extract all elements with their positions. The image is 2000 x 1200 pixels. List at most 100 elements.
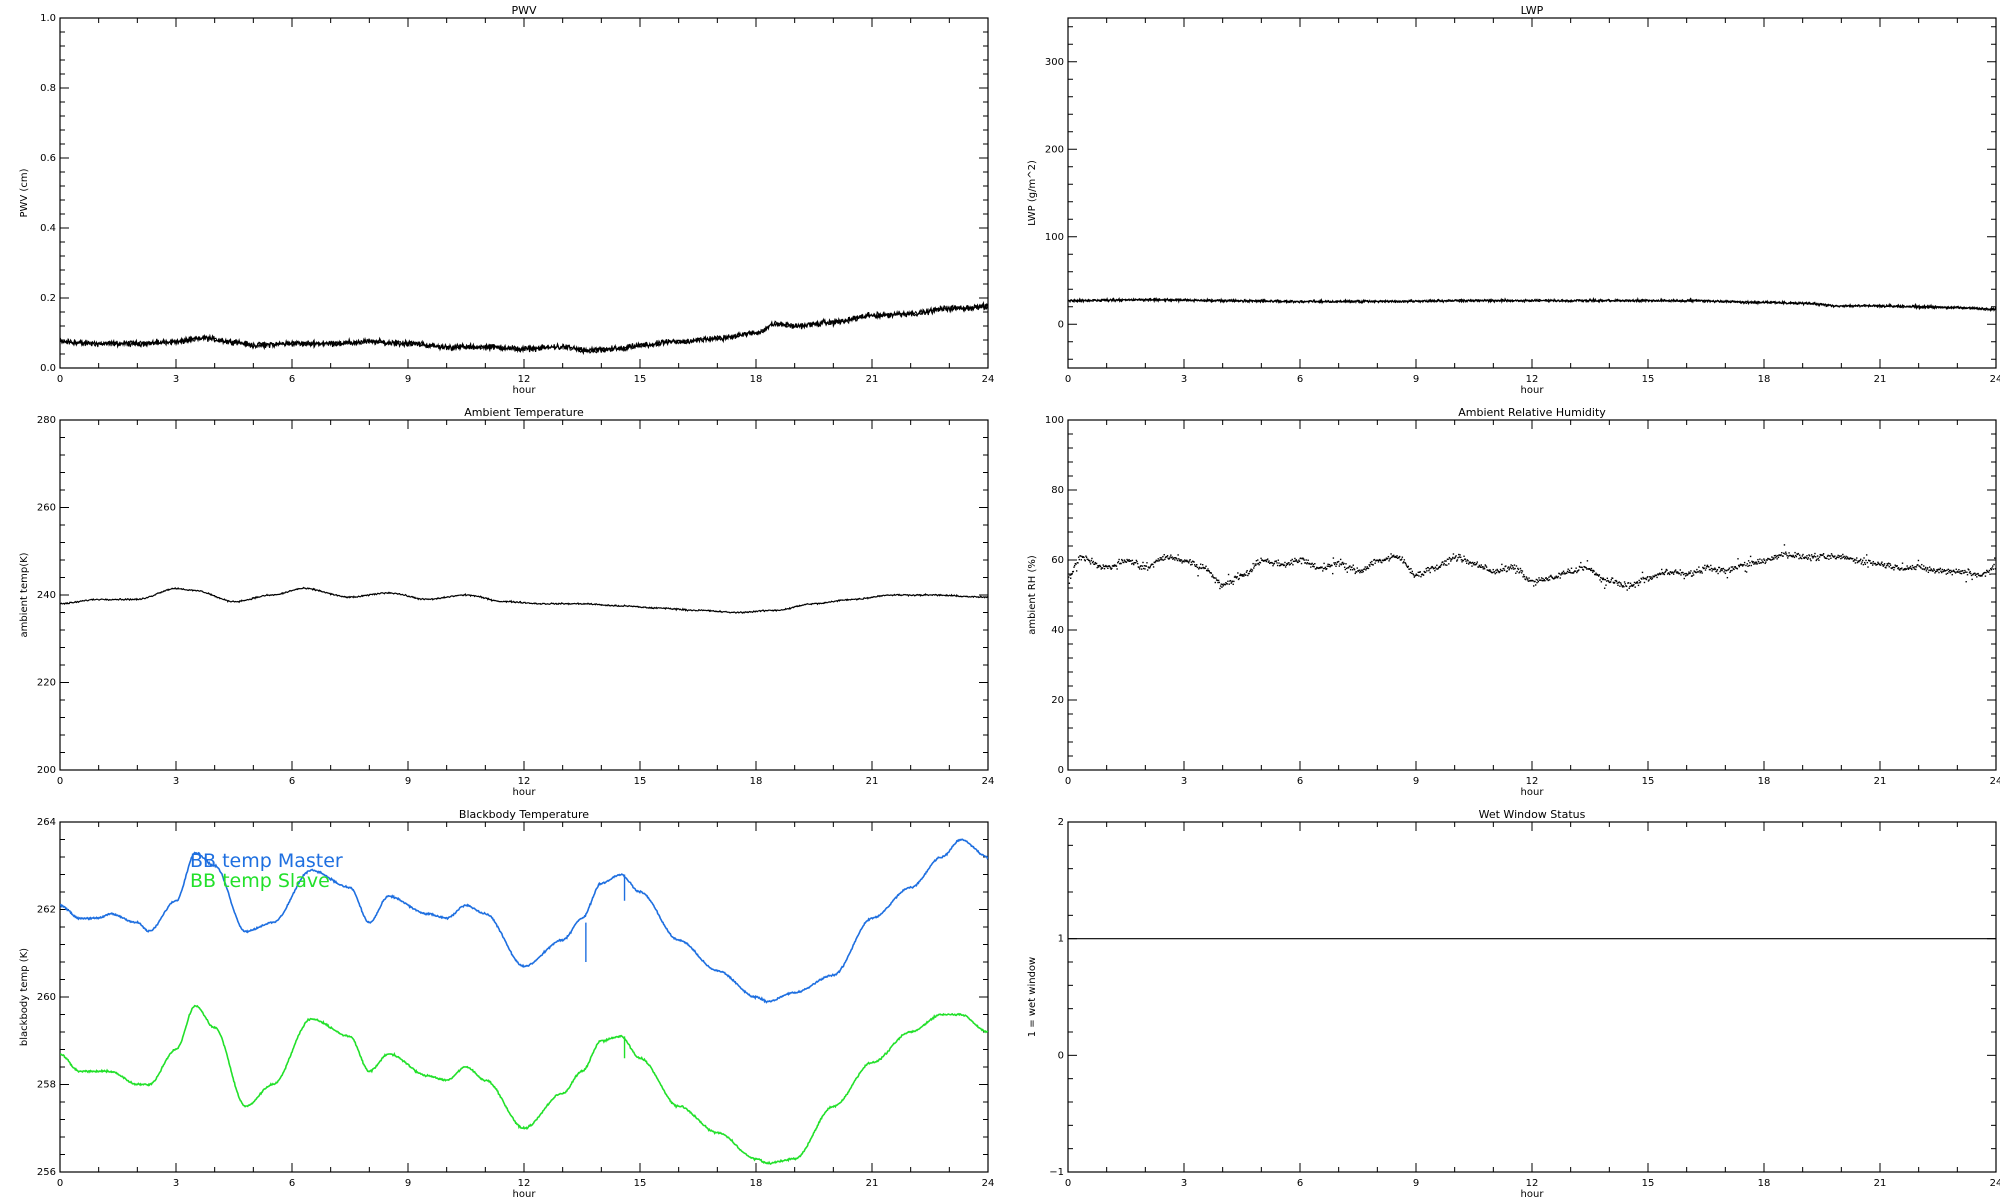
data-point — [1398, 557, 1400, 559]
data-point — [1881, 563, 1884, 566]
data-point — [1920, 567, 1922, 569]
chart-panel-3: 0 3 6 9 12 15 18 21 24 200 220 240 260 280 Ambient Tem… — [19, 406, 994, 798]
data-point — [1131, 559, 1134, 562]
x-tick-label: 15 — [1642, 1178, 1655, 1189]
data-point — [1090, 559, 1092, 562]
data-point — [1855, 559, 1857, 561]
data-point — [1938, 571, 1940, 574]
data-point — [1513, 564, 1516, 566]
data-point — [1475, 563, 1477, 566]
data-point — [1196, 564, 1198, 566]
data-point — [1536, 581, 1538, 584]
data-point — [1958, 569, 1960, 571]
data-point — [1208, 570, 1211, 572]
data-point — [1363, 568, 1366, 570]
data-point — [1139, 565, 1142, 568]
data-point — [1913, 568, 1916, 570]
data-point — [1854, 558, 1856, 561]
data-point — [1771, 558, 1774, 561]
data-point — [1859, 559, 1861, 562]
data-point — [1970, 574, 1973, 577]
data-point — [1887, 562, 1890, 564]
data-point — [1184, 559, 1186, 561]
data-point — [1989, 573, 1991, 575]
data-point — [1976, 576, 1978, 578]
data-point — [1661, 571, 1664, 574]
x-tick-label: 24 — [1990, 1178, 2000, 1189]
data-point — [1093, 563, 1096, 566]
data-point — [1686, 574, 1689, 576]
data-point — [1728, 568, 1730, 571]
data-point — [1152, 563, 1154, 566]
data-point — [1381, 561, 1383, 564]
y-tick-label: 0.4 — [40, 223, 56, 234]
data-point — [1466, 559, 1469, 561]
data-point — [1578, 569, 1580, 571]
data-point — [1069, 574, 1071, 576]
data-point — [1452, 556, 1454, 559]
data-point — [1655, 574, 1658, 576]
data-point — [1960, 572, 1963, 575]
data-point — [1166, 556, 1168, 558]
data-point — [1347, 567, 1350, 569]
data-point — [1102, 564, 1104, 566]
data-point — [1521, 572, 1523, 574]
data-point — [1191, 563, 1193, 566]
data-point — [1378, 559, 1380, 562]
data-point — [1936, 568, 1938, 571]
data-point — [1083, 559, 1086, 561]
data-point — [1081, 555, 1083, 558]
x-axis-label: hour — [513, 787, 537, 798]
data-point — [1915, 568, 1917, 571]
data-point — [1649, 576, 1651, 578]
data-point — [1590, 567, 1593, 570]
data-point — [1682, 571, 1684, 574]
data-point — [1210, 572, 1213, 574]
data-point — [1639, 581, 1642, 583]
data-point — [1737, 564, 1740, 567]
data-point — [1128, 558, 1130, 561]
data-point — [1228, 583, 1230, 585]
data-point — [1757, 560, 1760, 563]
data-point — [1307, 559, 1309, 561]
y-tick-label: 1 — [1058, 934, 1064, 945]
data-point — [1633, 581, 1636, 584]
data-point — [1846, 556, 1849, 558]
data-point — [1534, 580, 1536, 583]
data-point — [1744, 570, 1746, 572]
y-axis-label: LWP (g/m^2) — [1027, 160, 1038, 226]
data-point — [1354, 572, 1356, 575]
data-point — [1377, 561, 1380, 563]
data-point — [1558, 573, 1561, 575]
data-point — [1692, 574, 1695, 576]
data-point — [1144, 568, 1146, 570]
data-point — [1096, 566, 1098, 569]
data-point — [1476, 561, 1479, 563]
data-point — [1372, 564, 1374, 566]
data-point — [1473, 564, 1475, 566]
data-point — [1803, 557, 1806, 560]
data-point — [1444, 564, 1447, 566]
data-point — [1147, 566, 1149, 568]
data-point — [1436, 564, 1438, 567]
data-point — [1121, 558, 1123, 561]
data-point — [1305, 559, 1307, 561]
x-tick-label: 15 — [1642, 374, 1655, 385]
data-layer — [60, 838, 988, 1165]
data-point — [1365, 567, 1368, 570]
data-point — [1248, 572, 1250, 575]
data-point — [1349, 568, 1352, 571]
data-point — [1756, 563, 1758, 565]
data-point — [1641, 578, 1643, 580]
data-point — [1866, 561, 1869, 564]
data-point — [1227, 573, 1230, 576]
y-tick-label: 262 — [37, 905, 56, 916]
data-point — [1675, 571, 1678, 573]
data-point — [1903, 568, 1905, 571]
plot-frame — [1067, 419, 1997, 771]
data-point — [1598, 575, 1600, 577]
data-point — [1576, 571, 1578, 574]
data-point — [1566, 570, 1569, 573]
data-point — [1535, 578, 1538, 581]
data-point — [1361, 571, 1363, 574]
